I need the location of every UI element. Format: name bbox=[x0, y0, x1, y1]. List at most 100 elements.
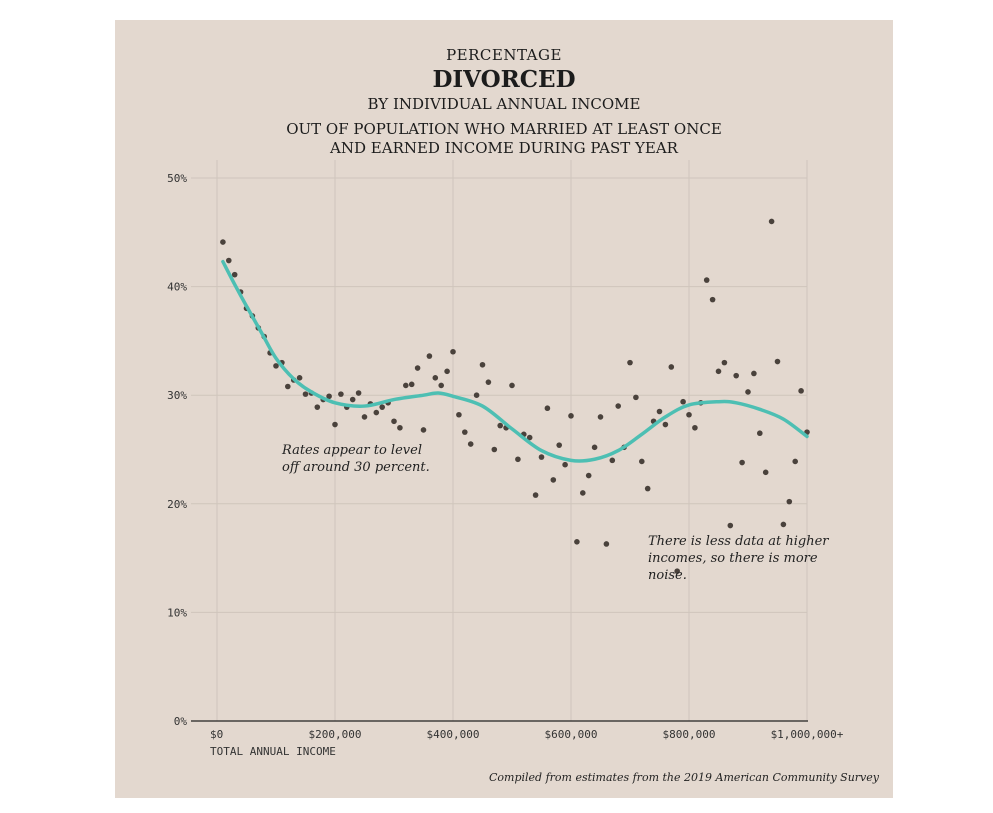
data-point bbox=[745, 389, 751, 395]
title-line-4a: OUT OF POPULATION WHO MARRIED AT LEAST O… bbox=[286, 120, 722, 138]
data-point bbox=[408, 381, 415, 388]
data-point bbox=[656, 408, 663, 415]
title-line-4b: AND EARNED INCOME DURING PAST YEAR bbox=[330, 139, 678, 157]
data-point bbox=[420, 427, 427, 433]
y-tick-label: 50% bbox=[167, 172, 187, 185]
data-point bbox=[332, 421, 338, 428]
data-point bbox=[751, 370, 757, 377]
data-point bbox=[774, 358, 781, 365]
data-point bbox=[491, 446, 498, 453]
data-point bbox=[786, 498, 793, 505]
data-point bbox=[432, 375, 439, 381]
title-line-4: OUT OF POPULATION WHO MARRIED AT LEAST O… bbox=[115, 120, 893, 158]
data-point bbox=[674, 568, 680, 574]
data-point bbox=[231, 271, 238, 278]
data-point bbox=[226, 257, 232, 264]
y-tick-label: 20% bbox=[167, 498, 187, 511]
data-point bbox=[426, 353, 433, 359]
data-point bbox=[361, 414, 368, 420]
data-point bbox=[733, 372, 739, 379]
data-point bbox=[397, 424, 403, 431]
y-tick-label: 40% bbox=[167, 281, 187, 294]
data-point bbox=[538, 454, 545, 460]
annotation-level-off: Rates appear to level off around 30 perc… bbox=[282, 443, 430, 475]
data-point bbox=[456, 411, 462, 418]
title-main: DIVORCED bbox=[432, 66, 576, 93]
data-point bbox=[768, 218, 775, 225]
x-tick-label: $800,000 bbox=[663, 728, 716, 741]
data-point bbox=[285, 383, 291, 390]
x-tick-label: $400,000 bbox=[427, 728, 480, 741]
data-point bbox=[444, 368, 450, 375]
data-point bbox=[403, 382, 409, 389]
data-point bbox=[355, 390, 362, 396]
data-point bbox=[467, 441, 474, 447]
data-point bbox=[715, 368, 722, 375]
data-point bbox=[574, 539, 580, 545]
data-point bbox=[314, 404, 321, 410]
data-point bbox=[780, 521, 787, 528]
data-point bbox=[662, 421, 669, 428]
data-point bbox=[721, 359, 728, 366]
x-axis-label: TOTAL ANNUAL INCOME bbox=[210, 745, 336, 758]
data-point bbox=[703, 277, 710, 283]
data-point bbox=[562, 461, 568, 468]
data-point bbox=[762, 469, 769, 476]
data-point bbox=[580, 490, 586, 496]
data-point bbox=[438, 382, 445, 389]
data-point bbox=[609, 457, 616, 464]
data-point bbox=[757, 430, 763, 437]
data-point bbox=[302, 391, 309, 397]
x-tick-label: $200,000 bbox=[309, 728, 362, 741]
data-point bbox=[597, 414, 604, 420]
x-tick-label: $600,000 bbox=[545, 728, 598, 741]
data-point bbox=[414, 365, 421, 371]
data-point bbox=[680, 398, 686, 405]
data-point bbox=[326, 393, 332, 400]
data-point bbox=[639, 458, 645, 465]
data-point bbox=[603, 541, 610, 547]
data-point bbox=[633, 394, 639, 401]
source-caption: Compiled from estimates from the 2019 Am… bbox=[488, 771, 879, 784]
data-point bbox=[798, 388, 804, 394]
data-point bbox=[532, 492, 539, 498]
x-tick-label: $0 bbox=[210, 728, 223, 741]
data-point bbox=[668, 364, 675, 370]
data-point bbox=[739, 459, 745, 466]
data-point bbox=[644, 485, 651, 492]
data-point bbox=[373, 409, 380, 416]
scatter-chart: 0% 10% 20% 30% 40% 50% $0 $200,000 $400,000 $600,… bbox=[167, 160, 844, 758]
data-point bbox=[273, 363, 279, 369]
data-point bbox=[727, 522, 734, 529]
data-point bbox=[391, 418, 397, 425]
data-point bbox=[792, 458, 798, 465]
y-tick-label: 10% bbox=[167, 606, 187, 619]
trend-line bbox=[221, 259, 809, 463]
data-point bbox=[568, 413, 574, 419]
data-point bbox=[479, 361, 486, 368]
data-point bbox=[526, 434, 533, 441]
data-point bbox=[550, 477, 557, 483]
data-point bbox=[220, 239, 226, 245]
y-tick-label: 0% bbox=[174, 715, 188, 728]
x-tick-label: $1,000,000+ bbox=[771, 728, 844, 741]
data-point bbox=[615, 403, 621, 409]
y-tick-label: 30% bbox=[167, 389, 187, 402]
chart-panel: PERCENTAGE DIVORCED BY INDIVIDUAL ANNUAL… bbox=[115, 20, 893, 798]
data-point bbox=[686, 411, 692, 418]
data-point bbox=[591, 444, 598, 451]
data-point bbox=[585, 472, 592, 479]
data-point bbox=[497, 422, 504, 429]
data-point bbox=[462, 429, 468, 435]
data-point bbox=[379, 404, 386, 410]
data-point bbox=[509, 382, 515, 389]
annotation-noise: There is less data at higher incomes, so… bbox=[648, 534, 829, 583]
data-point bbox=[338, 391, 344, 397]
data-point bbox=[473, 392, 480, 399]
data-point bbox=[485, 379, 492, 385]
data-point bbox=[296, 375, 303, 381]
data-point bbox=[692, 424, 698, 431]
title-line-1: PERCENTAGE bbox=[446, 46, 562, 64]
data-point bbox=[556, 442, 562, 448]
data-point bbox=[544, 405, 551, 412]
